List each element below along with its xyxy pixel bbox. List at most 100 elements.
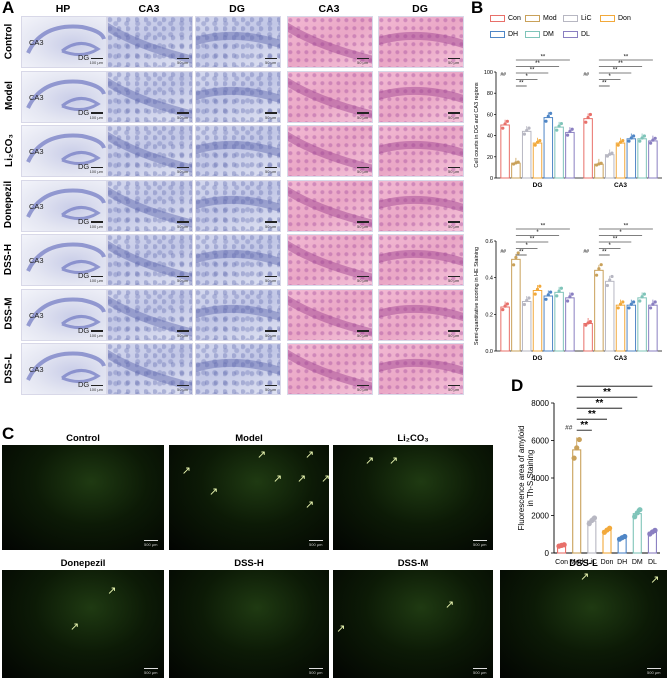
data-point — [503, 304, 507, 308]
nissl-image: 50 μm — [107, 16, 193, 68]
scale-bar: 50 μm — [357, 385, 369, 392]
data-point — [505, 302, 509, 306]
he-image: 50 μm — [287, 179, 373, 232]
hippocampus-image: CA3 DG 100 μm — [21, 125, 107, 177]
bar — [637, 138, 647, 179]
legend-swatch — [563, 31, 578, 38]
data-point — [574, 445, 580, 451]
legend-label: Con — [508, 15, 521, 22]
data-point — [584, 323, 588, 327]
x-tick-label: Con — [555, 559, 568, 566]
data-point — [546, 114, 550, 118]
nissl-image: 50 μm — [195, 179, 281, 232]
scale-bar: 50 μm — [265, 330, 277, 338]
scale-bar: 50 μm — [265, 221, 277, 229]
y-tick-label: 60 — [487, 112, 493, 118]
fluorescence-title: Model — [235, 433, 263, 444]
plaque-arrow-icon: ↗ — [257, 449, 267, 462]
x-tick-label: Mod — [570, 559, 584, 566]
data-point — [608, 278, 612, 282]
legend-label: LiC — [581, 15, 592, 22]
data-point — [568, 295, 572, 299]
row-label: Model — [3, 81, 15, 110]
he-image: 50 μm — [378, 343, 464, 395]
data-point — [649, 141, 653, 145]
plaque-arrow-icon: ↗ — [389, 454, 399, 467]
scale-bar: 50 μm — [177, 385, 189, 392]
significance-mark: ** — [602, 250, 607, 256]
nissl-image: 50 μm — [107, 179, 193, 232]
scale-bar: 50 μm — [357, 167, 369, 174]
data-point — [605, 154, 609, 158]
scale-bar: 500 μm — [309, 540, 323, 547]
hippocampus-image: CA3 DG 100 μm — [21, 16, 107, 68]
he-image: 50 μm — [378, 179, 464, 232]
scale-bar: 50 μm — [177, 221, 189, 229]
data-point — [525, 128, 529, 133]
scale-bar: 100 μm — [90, 221, 103, 229]
bar — [554, 291, 564, 352]
plaque-arrow-icon: ↗ — [305, 449, 315, 462]
fluorescence-title: DSS-H — [234, 558, 264, 569]
data-point — [544, 297, 548, 301]
x-tick-label: DL — [648, 559, 657, 566]
data-point — [637, 507, 643, 513]
plaque-arrow-icon: ↗ — [580, 571, 590, 584]
data-point — [544, 119, 548, 123]
plaque-arrow-icon: ↗ — [650, 574, 660, 587]
bar — [648, 304, 658, 352]
data-point — [514, 255, 518, 260]
scale-bar: 50 μm — [448, 330, 460, 338]
scale-bar: 50 μm — [357, 330, 369, 338]
plaque-arrow-icon: ↗ — [365, 454, 375, 467]
he-image: 50 μm — [378, 234, 464, 286]
bar — [626, 138, 637, 179]
legend-label: Don — [618, 15, 631, 22]
data-point — [610, 151, 614, 155]
legend-entry: DH — [490, 31, 518, 38]
nissl-image: 50 μm — [195, 288, 281, 341]
data-point — [584, 120, 588, 124]
fluorescence-image: ↗ ↗ 500 μm — [2, 570, 164, 678]
significance-mark: * — [609, 74, 612, 80]
hippocampus-image: CA3 DG 100 μm — [21, 288, 107, 341]
column-header: CA3 — [138, 3, 160, 15]
bar — [632, 513, 642, 554]
cell-layer — [196, 358, 280, 376]
bar — [648, 140, 658, 179]
tissue-glow — [500, 570, 667, 678]
plaque-arrow-icon: ↗ — [336, 623, 346, 635]
scale-bar: 50 μm — [448, 221, 460, 229]
hippocampus-arc — [26, 297, 106, 329]
he-image: 50 μm — [287, 125, 373, 177]
scale-bar: 50 μm — [265, 112, 277, 120]
fluorescence-title: DSS-L — [569, 558, 598, 569]
hippocampus-image: CA3 DG 100 μm — [21, 234, 107, 286]
significance-mark: ** — [519, 250, 524, 256]
data-point — [605, 283, 609, 288]
data-point — [629, 136, 633, 140]
label-dg: DG — [78, 325, 90, 335]
nissl-image: 50 μm — [107, 125, 193, 177]
bar — [500, 124, 510, 179]
plaque-arrow-icon: ↗ — [297, 473, 307, 486]
data-point — [525, 298, 529, 303]
significance-mark: ** — [613, 237, 618, 243]
bar — [572, 449, 582, 554]
scale-bar: 50 μm — [177, 276, 189, 283]
fluorescence-image: ↗ ↗ ↗ ↗ ↗ ↗ ↗ ↗ 500 μm — [169, 445, 329, 550]
data-point — [618, 302, 623, 306]
significance-mark: ** — [519, 81, 524, 87]
tissue-glow — [169, 570, 329, 678]
legend-entry: Con — [490, 15, 521, 22]
data-point — [586, 321, 590, 325]
scale-bar: 50 μm — [177, 58, 189, 65]
data-point — [535, 140, 540, 144]
fluorescence-image: ↗ ↗ 500 μm — [333, 570, 493, 678]
data-point — [559, 286, 563, 290]
label-ca3: CA3 — [29, 92, 44, 102]
scale-bar: 50 μm — [357, 58, 369, 65]
chart-thioflavin: 0 2000 4000 6000 8000 Fluorescence area of am… — [517, 385, 660, 566]
data-point — [568, 129, 572, 134]
significance-mark: ** — [580, 420, 588, 431]
